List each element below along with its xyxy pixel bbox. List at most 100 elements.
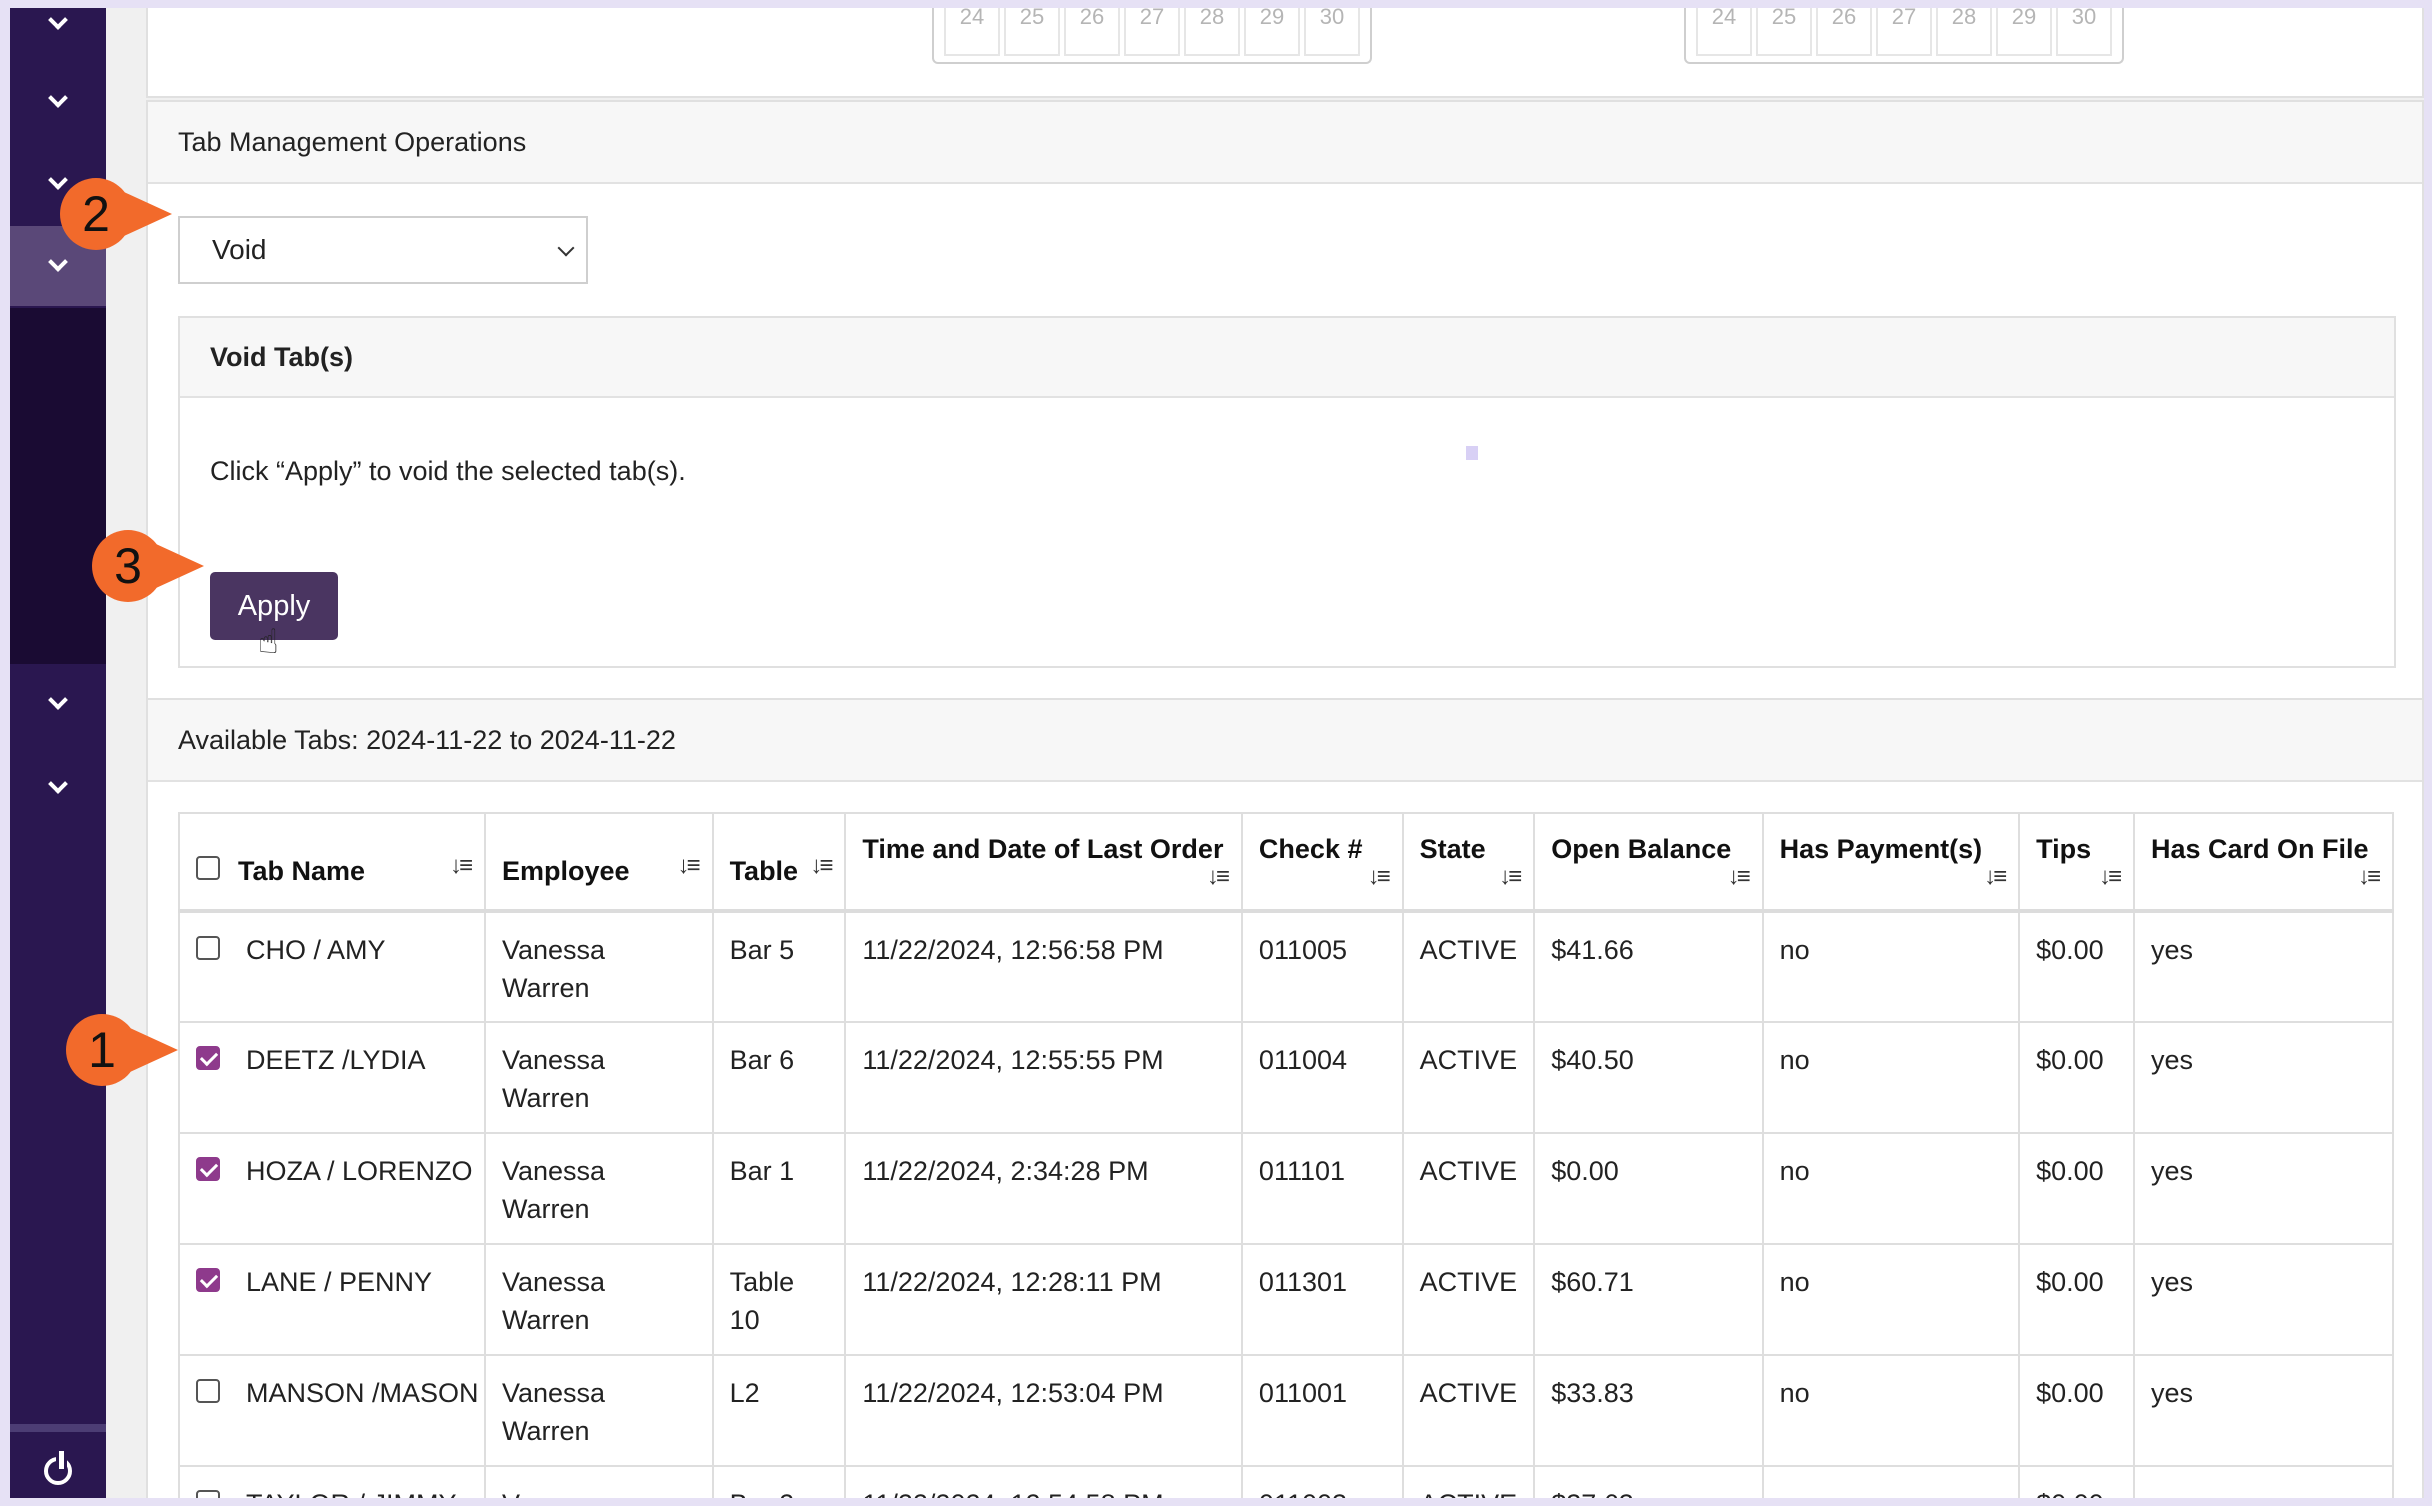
table-row[interactable]: TAYLOR / JIMMY Vanessa Bar 2 11/22/2024, 12… bbox=[178, 1465, 2394, 1498]
row-checkbox[interactable] bbox=[196, 1156, 220, 1181]
cell-employee: Vanessa Warren bbox=[484, 1243, 714, 1356]
column-header-has-card-on-file[interactable]: Has Card On File ↓≡ bbox=[2133, 812, 2394, 912]
calendar-day[interactable]: 28 bbox=[1184, 8, 1240, 56]
cell-check-number: 011004 bbox=[1240, 1021, 1404, 1134]
column-header-tips[interactable]: Tips ↓≡ bbox=[2018, 812, 2135, 912]
cell-has-card-on-file: yes bbox=[2133, 1132, 2394, 1245]
cell-text: 11/22/2024, 12:54:58 PM bbox=[862, 1489, 1163, 1498]
calendar-day[interactable]: 29 bbox=[1996, 8, 2052, 56]
operation-select[interactable]: Void bbox=[178, 216, 588, 284]
sort-icon[interactable]: ↓≡ bbox=[677, 852, 701, 879]
select-all-checkbox[interactable] bbox=[196, 856, 220, 880]
chevron-down-icon[interactable] bbox=[10, 748, 106, 828]
column-header-tab-name[interactable]: Tab Name ↓≡ bbox=[178, 812, 486, 912]
table-row[interactable]: DEETZ /LYDIA Vanessa Warren Bar 6 11/22/202… bbox=[178, 1021, 2394, 1134]
cell-has-payments: no bbox=[1761, 1354, 2021, 1467]
table-row[interactable]: HOZA / LORENZO Vanessa Warren Bar 1 11/22/2… bbox=[178, 1132, 2394, 1245]
cell-text: Vanessa Warren bbox=[502, 935, 606, 1003]
cell-text: ACTIVE bbox=[1420, 1489, 1518, 1498]
callout-3: 3 bbox=[92, 530, 204, 602]
calendar-day[interactable]: 26 bbox=[1064, 8, 1120, 56]
cell-text: 011301 bbox=[1258, 1267, 1348, 1297]
tabs-table: Tab Name ↓≡ Employee ↓≡ Table ↓≡ Time and Date… bbox=[178, 812, 2394, 1498]
table-row[interactable]: CHO / AMY Vanessa Warren Bar 5 11/22/2024, … bbox=[178, 910, 2394, 1023]
power-icon[interactable] bbox=[30, 1448, 86, 1494]
cell-employee: Vanessa Warren bbox=[484, 1354, 714, 1467]
divider bbox=[10, 1424, 106, 1432]
cell-text: $60.71 bbox=[1551, 1267, 1634, 1297]
sort-icon[interactable]: ↓≡ bbox=[1206, 863, 1230, 890]
table-row[interactable]: MANSON /MASON Vanessa Warren L2 11/22/2024,… bbox=[178, 1354, 2394, 1467]
sort-icon[interactable]: ↓≡ bbox=[449, 852, 473, 879]
row-checkbox[interactable] bbox=[196, 935, 220, 960]
calendar-day[interactable]: 25 bbox=[1756, 8, 1812, 56]
chevron-down-icon[interactable] bbox=[10, 8, 106, 64]
column-header-label: State bbox=[1419, 834, 1486, 864]
chevron-down-icon[interactable] bbox=[10, 664, 106, 744]
cell-last-order-time: 11/22/2024, 2:34:28 PM bbox=[844, 1132, 1243, 1245]
cell-text: $40.50 bbox=[1551, 1045, 1634, 1075]
calendar-day[interactable]: 30 bbox=[1304, 8, 1360, 56]
cell-text: CHO / AMY bbox=[246, 935, 386, 965]
cell-text: $0.00 bbox=[1551, 1156, 1619, 1186]
cell-state: ACTIVE bbox=[1401, 1243, 1536, 1356]
panel-title: Tab Management Operations bbox=[148, 102, 2422, 184]
sort-icon[interactable]: ↓≡ bbox=[1499, 863, 1522, 890]
table-row[interactable]: LANE / PENNY Vanessa Warren Table 10 11/22/… bbox=[178, 1243, 2394, 1356]
cell-has-card-on-file: yes bbox=[2133, 910, 2394, 1023]
calendar-day[interactable]: 25 bbox=[1004, 8, 1060, 56]
cell-text: yes bbox=[2151, 935, 2194, 965]
cell-tab-name: HOZA / LORENZO bbox=[178, 1132, 486, 1245]
cell-text: Vanessa bbox=[502, 1489, 605, 1498]
calendar-day[interactable]: 28 bbox=[1936, 8, 1992, 56]
sort-icon[interactable]: ↓≡ bbox=[1727, 863, 1751, 890]
cell-text: ACTIVE bbox=[1419, 935, 1518, 965]
cell-text: 011005 bbox=[1258, 935, 1348, 965]
column-header-label: Has Payment(s) bbox=[1779, 834, 1983, 864]
void-tabs-card: Void Tab(s) Click “Apply” to void the se… bbox=[178, 316, 2396, 668]
apply-button[interactable]: Apply bbox=[210, 572, 338, 640]
cell-employee: Vanessa Warren bbox=[484, 910, 714, 1023]
calendar-day[interactable]: 24 bbox=[1696, 8, 1752, 56]
chevron-down-icon[interactable] bbox=[10, 62, 106, 142]
calendar-day[interactable]: 30 bbox=[2056, 8, 2112, 56]
cell-state: ACTIVE bbox=[1401, 1132, 1536, 1245]
column-header-table[interactable]: Table ↓≡ bbox=[711, 812, 847, 912]
sort-icon[interactable]: ↓≡ bbox=[810, 852, 833, 879]
sort-icon[interactable]: ↓≡ bbox=[2098, 863, 2122, 890]
sort-icon[interactable]: ↓≡ bbox=[1367, 863, 1391, 890]
cell-employee: Vanessa bbox=[484, 1465, 714, 1498]
row-checkbox[interactable] bbox=[196, 1267, 220, 1292]
calendar-day[interactable]: 29 bbox=[1244, 8, 1300, 56]
calendar-day[interactable]: 24 bbox=[944, 8, 1000, 56]
calendar-day[interactable]: 26 bbox=[1816, 8, 1872, 56]
column-header-check-number[interactable]: Check # ↓≡ bbox=[1240, 812, 1404, 912]
cell-text: ACTIVE bbox=[1419, 1045, 1518, 1075]
column-header-last-order-time[interactable]: Time and Date of Last Order ↓≡ bbox=[844, 812, 1243, 912]
cell-employee: Vanessa Warren bbox=[484, 1132, 714, 1245]
column-header-state[interactable]: State ↓≡ bbox=[1401, 812, 1536, 912]
calendar-left: 24 25 26 27 28 29 30 bbox=[932, 8, 1372, 64]
cell-text: ACTIVE bbox=[1419, 1378, 1518, 1408]
sort-icon[interactable]: ↓≡ bbox=[2357, 863, 2381, 890]
cell-text: $0.00 bbox=[2036, 935, 2104, 965]
column-header-employee[interactable]: Employee ↓≡ bbox=[484, 812, 714, 912]
row-checkbox[interactable] bbox=[196, 1378, 220, 1403]
sidebar-submenu bbox=[10, 308, 106, 664]
cell-tips: $0.00 bbox=[2018, 1354, 2135, 1467]
cell-has-card-on-file: yes bbox=[2133, 1354, 2394, 1467]
cell-text: Vanessa Warren bbox=[502, 1267, 606, 1335]
cell-text: HOZA / LORENZO bbox=[246, 1156, 473, 1186]
row-checkbox[interactable] bbox=[196, 1489, 220, 1498]
column-header-has-payments[interactable]: Has Payment(s) ↓≡ bbox=[1761, 812, 2021, 912]
cell-text: $0.00 bbox=[2036, 1045, 2104, 1075]
cell-tab-name: MANSON /MASON bbox=[178, 1354, 486, 1467]
cell-state: ACTIVE bbox=[1401, 1021, 1536, 1134]
column-header-label: Tab Name bbox=[238, 856, 366, 886]
calendar-day[interactable]: 27 bbox=[1124, 8, 1180, 56]
sort-icon[interactable]: ↓≡ bbox=[1984, 863, 2007, 890]
calendar-day[interactable]: 27 bbox=[1876, 8, 1932, 56]
row-checkbox[interactable] bbox=[196, 1045, 220, 1070]
column-header-open-balance[interactable]: Open Balance ↓≡ bbox=[1533, 812, 1764, 912]
cell-text: 011001 bbox=[1258, 1378, 1348, 1408]
